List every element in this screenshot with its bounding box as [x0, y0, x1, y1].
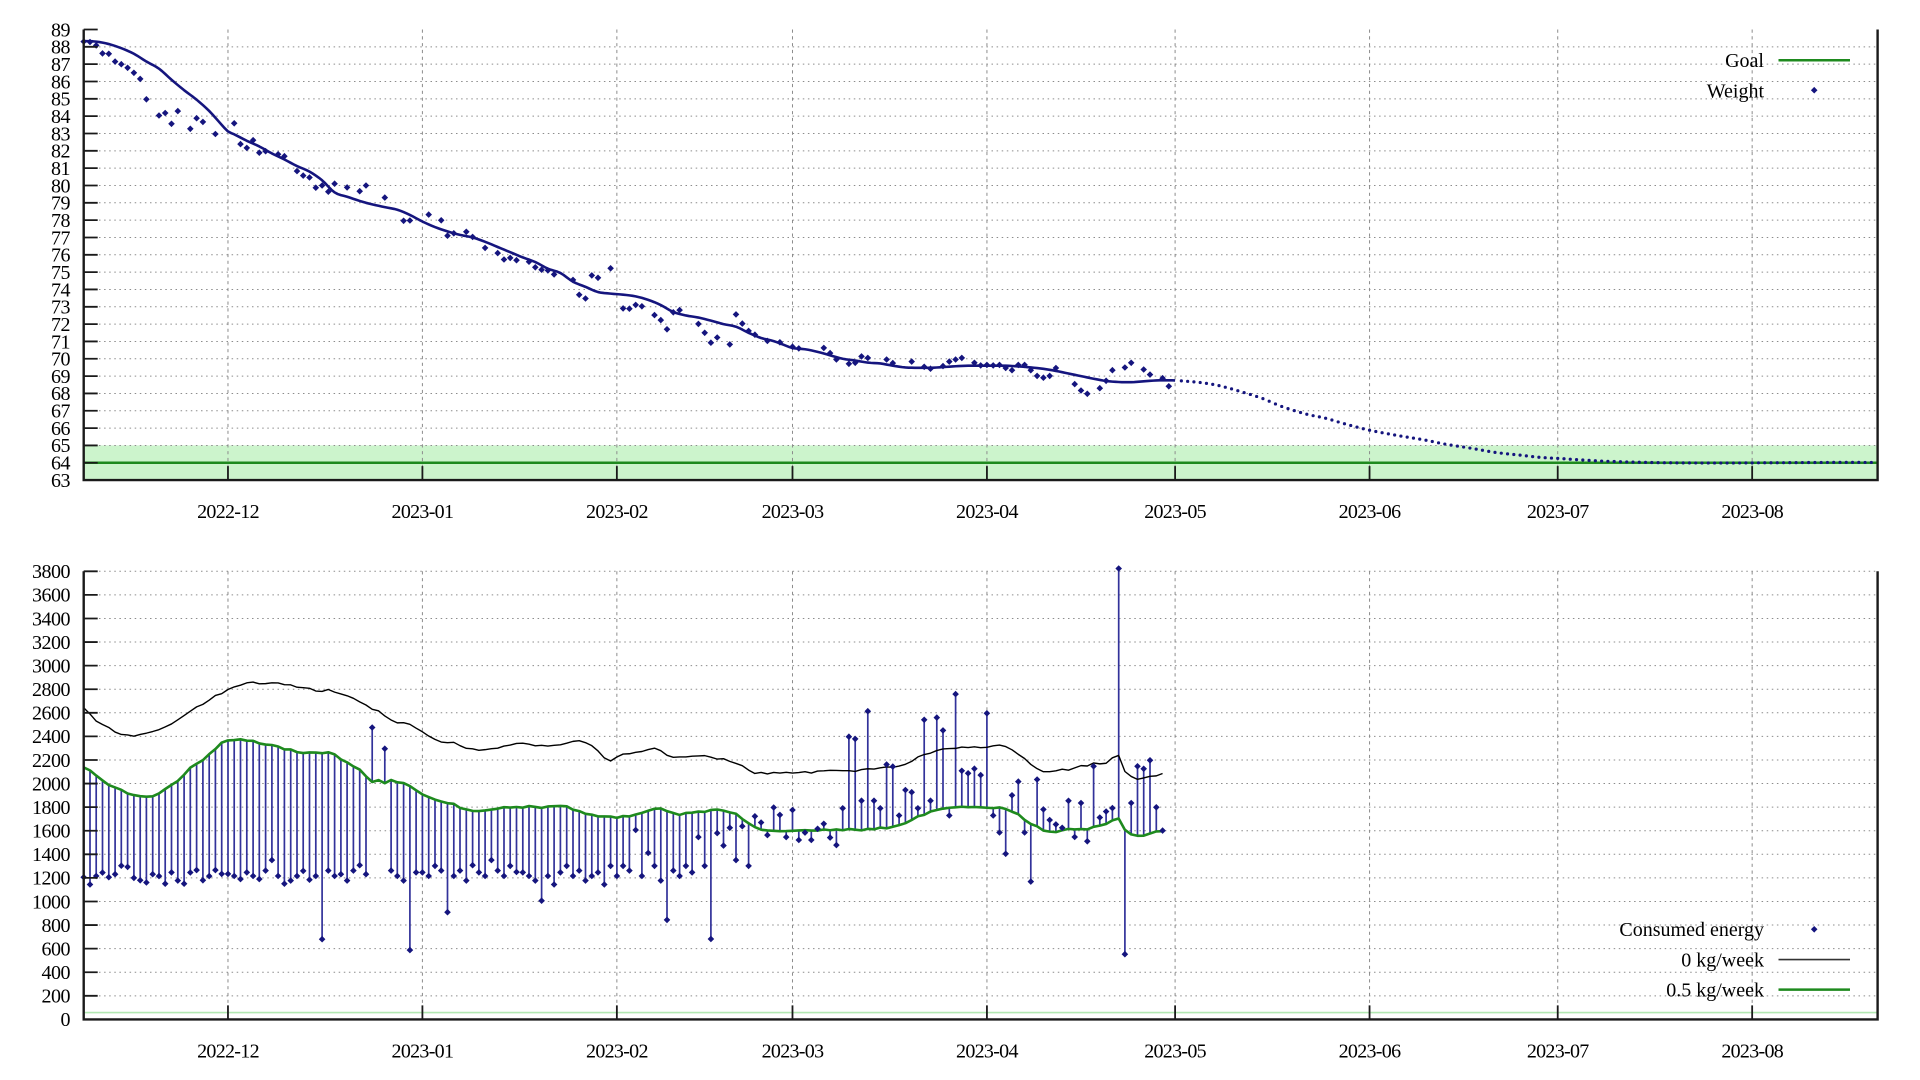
svg-text:74: 74: [51, 279, 71, 301]
svg-text:3800: 3800: [32, 561, 71, 583]
svg-text:85: 85: [51, 89, 71, 111]
svg-text:80: 80: [51, 175, 71, 197]
svg-text:75: 75: [51, 262, 71, 284]
svg-text:2800: 2800: [32, 679, 71, 701]
svg-text:2000: 2000: [32, 773, 71, 795]
svg-text:Weight: Weight: [1707, 81, 1765, 103]
svg-text:2023-03: 2023-03: [762, 1041, 824, 1063]
svg-text:2023-07: 2023-07: [1527, 501, 1589, 523]
svg-text:88: 88: [51, 37, 71, 59]
svg-text:2200: 2200: [32, 750, 71, 772]
svg-text:0 kg/week: 0 kg/week: [1681, 949, 1764, 971]
svg-text:65: 65: [51, 435, 71, 457]
svg-text:79: 79: [51, 193, 71, 215]
svg-text:2023-08: 2023-08: [1721, 501, 1783, 523]
svg-text:2022-12: 2022-12: [197, 1041, 259, 1063]
svg-text:1600: 1600: [32, 821, 71, 843]
svg-text:3200: 3200: [32, 632, 71, 654]
svg-text:83: 83: [51, 123, 71, 145]
svg-text:86: 86: [51, 71, 71, 93]
svg-text:77: 77: [51, 227, 71, 249]
svg-text:2023-02: 2023-02: [586, 1041, 648, 1063]
svg-text:69: 69: [51, 366, 71, 388]
svg-text:76: 76: [51, 245, 71, 267]
svg-text:72: 72: [51, 314, 70, 336]
svg-text:800: 800: [42, 915, 71, 937]
svg-text:2023-06: 2023-06: [1339, 1041, 1401, 1063]
svg-text:Consumed energy: Consumed energy: [1619, 919, 1764, 941]
svg-text:2023-08: 2023-08: [1721, 1041, 1783, 1063]
svg-text:66: 66: [51, 418, 71, 440]
svg-text:70: 70: [51, 349, 71, 371]
svg-text:82: 82: [51, 141, 70, 163]
svg-text:3600: 3600: [32, 585, 71, 607]
svg-text:600: 600: [42, 938, 71, 960]
svg-text:2023-01: 2023-01: [392, 1041, 454, 1063]
svg-text:2023-02: 2023-02: [586, 501, 648, 523]
svg-text:3000: 3000: [32, 655, 71, 677]
svg-text:3400: 3400: [32, 608, 71, 630]
svg-text:71: 71: [51, 331, 70, 353]
svg-text:78: 78: [51, 210, 71, 232]
svg-text:64: 64: [51, 453, 71, 475]
svg-text:87: 87: [51, 54, 71, 76]
svg-text:2400: 2400: [32, 726, 71, 748]
svg-text:89: 89: [51, 19, 71, 41]
svg-text:1000: 1000: [32, 891, 71, 913]
svg-text:0.5 kg/week: 0.5 kg/week: [1666, 979, 1764, 1001]
svg-text:200: 200: [42, 986, 71, 1008]
svg-text:2023-07: 2023-07: [1527, 1041, 1589, 1063]
svg-text:63: 63: [51, 470, 71, 492]
svg-text:2023-06: 2023-06: [1339, 501, 1401, 523]
svg-text:67: 67: [51, 401, 71, 423]
svg-text:2022-12: 2022-12: [197, 501, 259, 523]
svg-text:Goal: Goal: [1725, 50, 1764, 72]
svg-text:2023-04: 2023-04: [956, 1041, 1018, 1063]
svg-text:2023-01: 2023-01: [392, 501, 454, 523]
svg-text:2023-04: 2023-04: [956, 501, 1018, 523]
svg-text:2023-05: 2023-05: [1144, 501, 1206, 523]
svg-text:2600: 2600: [32, 703, 71, 725]
svg-text:1800: 1800: [32, 797, 71, 819]
svg-text:2023-03: 2023-03: [762, 501, 824, 523]
svg-text:400: 400: [42, 962, 71, 984]
svg-text:2023-05: 2023-05: [1144, 1041, 1206, 1063]
svg-text:84: 84: [51, 106, 71, 128]
svg-text:81: 81: [51, 158, 70, 180]
svg-text:68: 68: [51, 383, 71, 405]
svg-text:0: 0: [61, 1009, 71, 1031]
svg-text:73: 73: [51, 297, 71, 319]
svg-text:1400: 1400: [32, 844, 71, 866]
svg-text:1200: 1200: [32, 868, 71, 890]
